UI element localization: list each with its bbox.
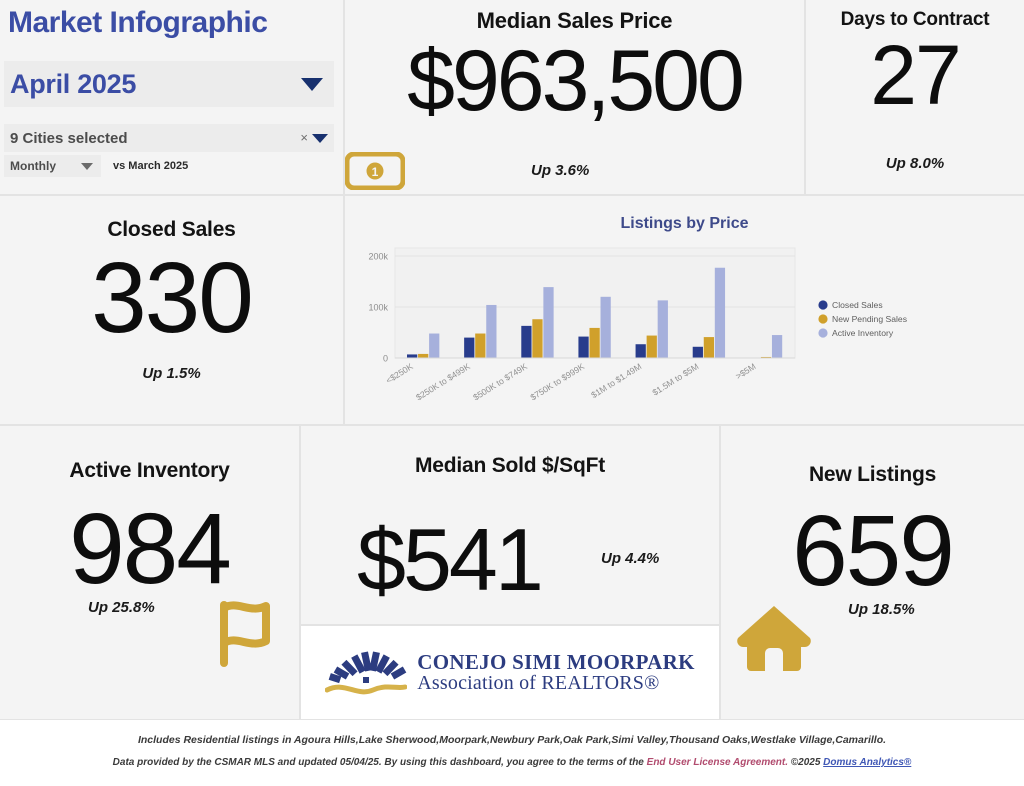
realtors-association-logo: CONEJO SIMI MOORPARK Association of REAL… xyxy=(300,625,720,720)
kpi-delta: Up 3.6% xyxy=(531,162,590,179)
chart-bar[interactable] xyxy=(407,354,418,358)
sunburst-wave-icon xyxy=(325,650,408,694)
chart-bar[interactable] xyxy=(486,304,497,358)
chart-bar[interactable] xyxy=(600,296,611,358)
logo-line-1: CONEJO SIMI MOORPARK xyxy=(417,650,695,674)
kpi-delta: Up 25.8% xyxy=(88,599,155,616)
month-select[interactable]: April 2025 xyxy=(4,61,334,107)
chart-bar[interactable] xyxy=(418,353,429,358)
chart-bar[interactable] xyxy=(475,333,486,358)
footer-legal-note: Data provided by the CSMAR MLS and updat… xyxy=(0,757,1024,768)
chart-bar[interactable] xyxy=(771,335,783,358)
kpi-card-days-to-contract: Days to Contract 27 Up 8.0% xyxy=(805,0,1024,195)
chart-bar[interactable] xyxy=(464,337,475,358)
kpi-value: 659 xyxy=(792,495,955,607)
comparison-label: vs March 2025 xyxy=(113,160,189,172)
kpi-title: Median Sales Price xyxy=(476,8,673,33)
chart-bar[interactable] xyxy=(578,336,589,358)
kpi-delta: Up 18.5% xyxy=(848,601,915,618)
listings-by-price-chart-card: Listings by Price 0 100k 200k <$250K $250K t… xyxy=(344,195,1024,425)
svg-text:1: 1 xyxy=(372,165,379,179)
chart-bar[interactable] xyxy=(703,337,715,358)
legend-swatch xyxy=(818,328,828,338)
logo-line-2: Association of REALTORS® xyxy=(417,672,660,694)
kpi-value: $963,500 xyxy=(407,33,745,129)
svg-text:200k: 200k xyxy=(368,252,388,262)
frequency-select-value: Monthly xyxy=(10,159,56,173)
kpi-card-closed-sales: Closed Sales 330 Up 1.5% xyxy=(0,195,344,425)
controls-panel: Market Infographic April 2025 9 Cities s… xyxy=(0,0,344,195)
kpi-title: Median Sold $/SqFt xyxy=(414,454,606,477)
page-title: Market Infographic xyxy=(8,6,268,39)
house-icon xyxy=(735,601,813,678)
flag-icon xyxy=(213,599,277,674)
kpi-card-median-sales-price: Median Sales Price $963,500 Up 3.6% 1 xyxy=(344,0,805,195)
footer-coverage-note: Includes Residential listings in Agoura … xyxy=(137,734,887,746)
svg-text:<$250K: <$250K xyxy=(384,361,415,385)
kpi-delta: Up 4.4% xyxy=(601,550,660,567)
svg-text:$1.5M to $5M: $1.5M to $5M xyxy=(650,361,700,397)
kpi-title: Active Inventory xyxy=(69,459,230,482)
chart-plot-area[interactable]: 0 100k 200k <$250K $250K to $499K $500K to $7… xyxy=(345,196,1024,425)
kpi-card-active-inventory: Active Inventory 984 Up 25.8% xyxy=(0,425,300,720)
svg-text:100k: 100k xyxy=(368,303,388,313)
legend-swatch xyxy=(818,314,828,324)
chart-bar[interactable] xyxy=(760,356,772,358)
svg-text:>$5M: >$5M xyxy=(734,361,758,381)
svg-text:$1M to $1.49M: $1M to $1.49M xyxy=(589,361,643,400)
kpi-delta: Up 8.0% xyxy=(885,155,945,172)
frequency-select[interactable]: Monthly xyxy=(4,155,101,177)
kpi-value: 27 xyxy=(870,28,961,122)
chart-bar[interactable] xyxy=(532,319,543,358)
kpi-value: 330 xyxy=(91,242,254,354)
legend-label[interactable]: Active Inventory xyxy=(832,328,894,338)
kpi-title: New Listings xyxy=(808,463,937,486)
svg-text:$750K to $999K: $750K to $999K xyxy=(528,361,586,402)
banknote-icon: 1 xyxy=(345,151,406,194)
bar-chart-svg[interactable]: 0 100k 200k <$250K $250K to $499K $500K to $7… xyxy=(345,196,1024,425)
chart-bar[interactable] xyxy=(646,335,657,358)
cities-select[interactable]: 9 Cities selected × xyxy=(4,124,334,152)
kpi-value: $541 xyxy=(357,510,544,609)
chart-bar[interactable] xyxy=(589,327,600,358)
legend-label[interactable]: New Pending Sales xyxy=(832,314,907,324)
chevron-down-icon xyxy=(312,134,328,143)
kpi-card-new-listings: New Listings 659 Up 18.5% xyxy=(720,425,1024,720)
svg-text:0: 0 xyxy=(383,354,388,364)
legend-label[interactable]: Closed Sales xyxy=(832,300,883,310)
kpi-title: Closed Sales xyxy=(107,218,236,241)
footer-legal-text-2: ©2025 xyxy=(788,757,824,768)
chart-title: Listings by Price xyxy=(620,215,749,232)
chart-bar[interactable] xyxy=(657,300,668,358)
legend-swatch xyxy=(818,300,828,310)
svg-text:$500K to $749K: $500K to $749K xyxy=(471,361,529,402)
kpi-card-median-sold-per-sqft: Median Sold $/SqFt $541 Up 4.4% xyxy=(300,425,720,625)
svg-text:$250K to $499K: $250K to $499K xyxy=(414,361,472,402)
chevron-down-icon xyxy=(301,78,323,91)
chart-bar[interactable] xyxy=(714,267,726,358)
chevron-down-icon xyxy=(81,163,93,170)
kpi-value: 984 xyxy=(69,493,232,605)
chart-bar[interactable] xyxy=(543,287,554,358)
month-select-value: April 2025 xyxy=(10,68,137,99)
chart-bar[interactable] xyxy=(635,344,646,358)
chart-bar[interactable] xyxy=(521,325,532,358)
footer: Includes Residential listings in Agoura … xyxy=(0,720,1024,786)
footer-legal-text-1: Data provided by the CSMAR MLS and updat… xyxy=(112,757,647,768)
chart-bar[interactable] xyxy=(692,346,703,358)
clear-x-icon[interactable]: × xyxy=(300,130,308,145)
kpi-title: Days to Contract xyxy=(840,9,990,30)
kpi-delta: Up 1.5% xyxy=(142,365,201,382)
domus-analytics-link[interactable]: Domus Analytics® xyxy=(823,757,912,768)
cities-select-value: 9 Cities selected xyxy=(10,129,128,147)
chart-bar[interactable] xyxy=(429,333,440,358)
eula-link[interactable]: End User License Agreement. xyxy=(646,757,788,768)
